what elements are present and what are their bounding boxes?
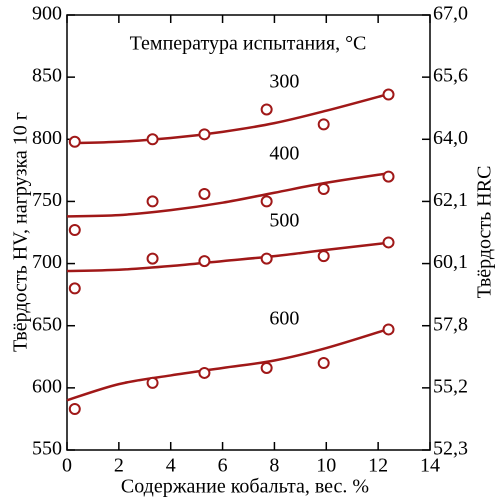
data-point: [146, 252, 159, 265]
data-point: [382, 323, 395, 336]
x-tick-label: 0: [62, 455, 72, 477]
y2-tick-label: 57,8: [433, 313, 468, 335]
y2-tick-label: 67,0: [433, 3, 468, 25]
data-point: [260, 103, 273, 116]
fit-curve: [66, 171, 392, 218]
y2-tick-label: 65,6: [433, 65, 468, 87]
x-tick-label: 12: [368, 455, 388, 477]
data-point: [198, 255, 211, 268]
data-point: [260, 252, 273, 265]
y2-tick-label: 52,3: [433, 438, 468, 460]
x-tick-label: 14: [420, 455, 440, 477]
x-tick-label: 8: [269, 455, 279, 477]
x-tick-label: 6: [218, 455, 228, 477]
fit-curve: [66, 327, 392, 402]
y2-tick-label: 64,0: [433, 127, 468, 149]
fit-curve: [66, 241, 392, 273]
data-point: [260, 195, 273, 208]
x-tick-label: 2: [114, 455, 124, 477]
y-tick-label: 800: [32, 127, 62, 149]
data-point: [68, 402, 81, 415]
y2-tick-label: 62,1: [433, 189, 468, 211]
y-tick-label: 700: [32, 251, 62, 273]
y-tick-label: 900: [32, 3, 62, 25]
series-label: 400: [269, 142, 299, 164]
y-tick-label: 550: [32, 438, 62, 460]
y-tick-label: 750: [32, 189, 62, 211]
y-tick-label: 600: [32, 375, 62, 397]
data-point: [146, 133, 159, 146]
fit-curve: [74, 92, 392, 145]
data-point: [260, 361, 273, 374]
x-axis-label: Содержание кобальта, вес. %: [121, 476, 369, 498]
data-point: [317, 357, 330, 369]
data-point: [382, 236, 395, 249]
data-point: [317, 250, 330, 263]
data-point: [382, 88, 395, 101]
data-point: [146, 376, 159, 389]
x-tick-label: 4: [166, 455, 176, 477]
series-label: 300: [269, 70, 299, 92]
data-point: [68, 224, 81, 237]
x-tick-label: 10: [316, 455, 336, 477]
data-point: [68, 282, 81, 295]
y-tick-label: 850: [32, 65, 62, 87]
y2-axis-label: Твёрдость HRC: [474, 166, 496, 299]
plot-frame: [66, 14, 431, 451]
data-point: [198, 128, 211, 141]
data-point: [198, 187, 211, 200]
data-point: [382, 170, 395, 183]
data-point: [198, 366, 211, 379]
series-label: 500: [269, 209, 299, 231]
data-point: [317, 183, 330, 195]
data-point: [146, 195, 159, 208]
y-tick-label: 650: [32, 313, 62, 335]
data-point: [68, 135, 81, 148]
y2-tick-label: 60,1: [433, 251, 468, 273]
y-axis-label: Твёрдость HV, нагрузка 10 г: [10, 112, 32, 352]
series-label: 600: [269, 308, 299, 330]
y2-tick-label: 55,2: [433, 375, 468, 397]
data-point: [317, 118, 330, 131]
legend-title: Температура испытания, °C: [130, 33, 367, 55]
